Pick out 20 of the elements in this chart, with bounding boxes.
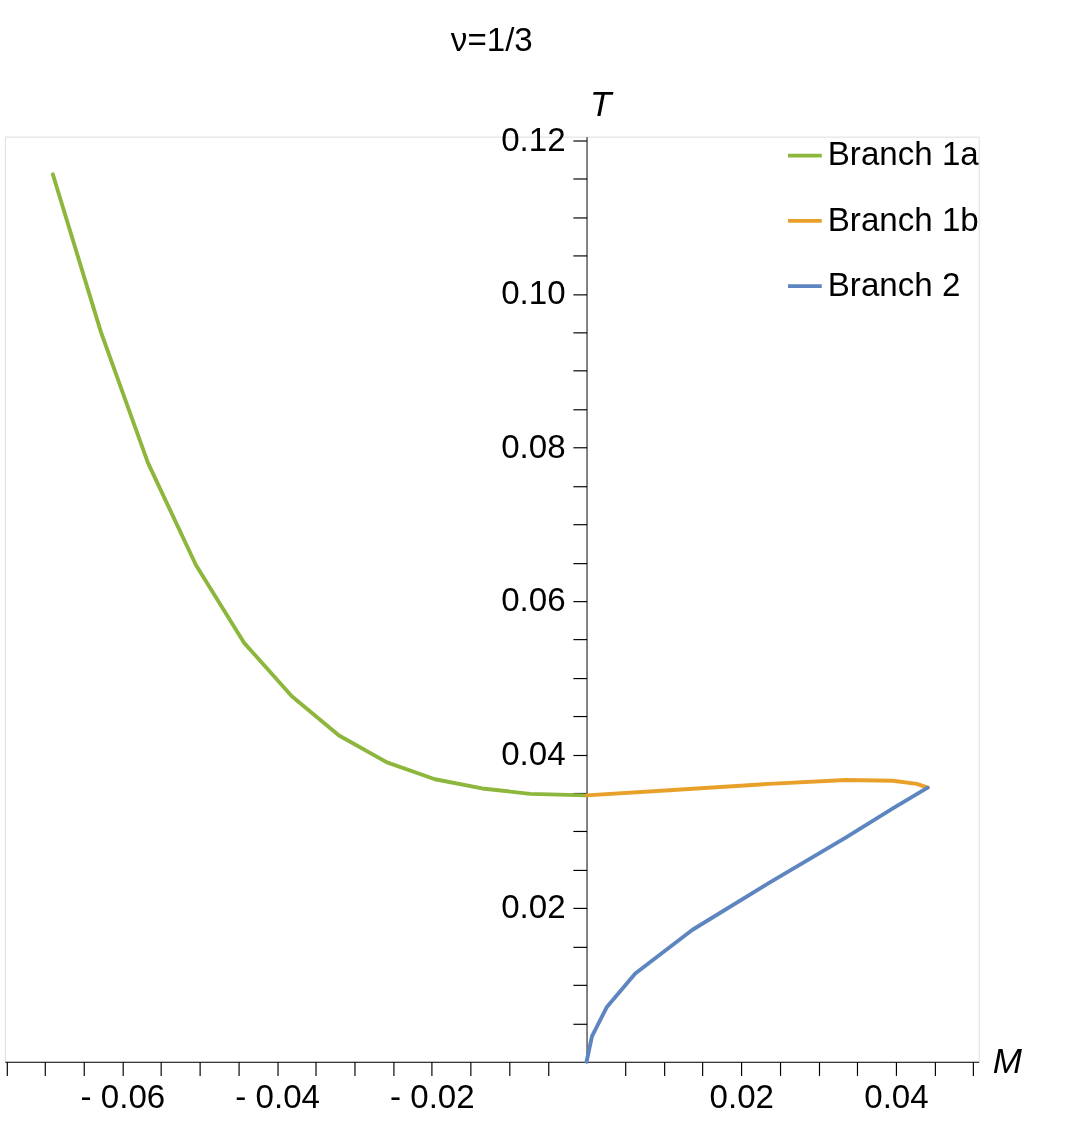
x-tick-label: 0.04 xyxy=(864,1078,929,1116)
legend-label: Branch 1a xyxy=(827,135,980,173)
x-axis-title: M xyxy=(992,1040,1023,1080)
y-axis-title: T xyxy=(589,83,614,123)
line-series xyxy=(50,172,589,798)
y-tick-label: 0.02 xyxy=(501,888,566,926)
legend-label: Branch 2 xyxy=(827,265,961,303)
x-tick-label: 0.02 xyxy=(709,1078,774,1116)
x-tick-label: - 0.02 xyxy=(390,1078,475,1116)
line-series xyxy=(584,778,930,798)
y-tick-label: 0.12 xyxy=(501,120,566,158)
line-series xyxy=(584,785,930,1064)
x-tick-label: - 0.06 xyxy=(80,1078,166,1116)
y-tick-label: 0.10 xyxy=(501,274,566,312)
legend-label: Branch 1b xyxy=(827,200,979,238)
chart-title: ν=1/3 xyxy=(450,20,533,58)
x-tick-label: - 0.04 xyxy=(235,1078,320,1116)
y-tick-label: 0.06 xyxy=(501,581,566,619)
y-tick-label: 0.08 xyxy=(501,427,566,465)
y-tick-label: 0.04 xyxy=(501,734,566,772)
